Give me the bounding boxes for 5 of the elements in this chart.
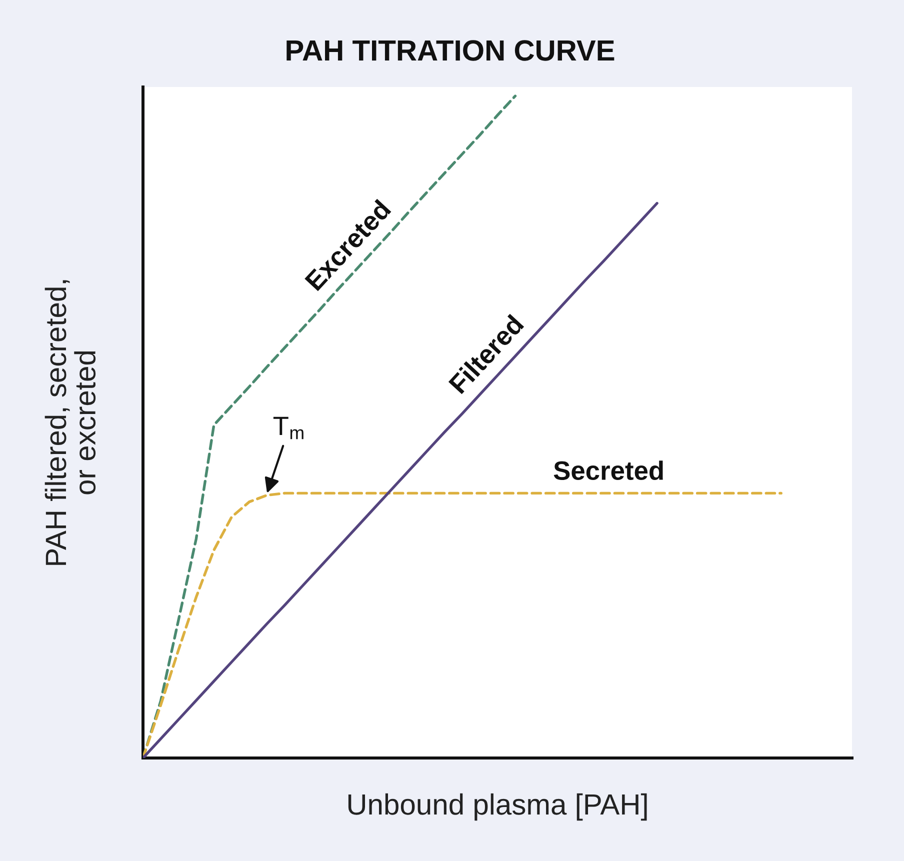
y-axis-title: PAH filtered, secreted, or excreted [44, 280, 96, 565]
x-axis-title: Unbound plasma [PAH] [348, 793, 647, 821]
chart-title: PAH TITRATION CURVE [286, 40, 614, 61]
series-label: Secreted [554, 460, 663, 480]
annotation: T$_{m}$ [273, 416, 304, 440]
